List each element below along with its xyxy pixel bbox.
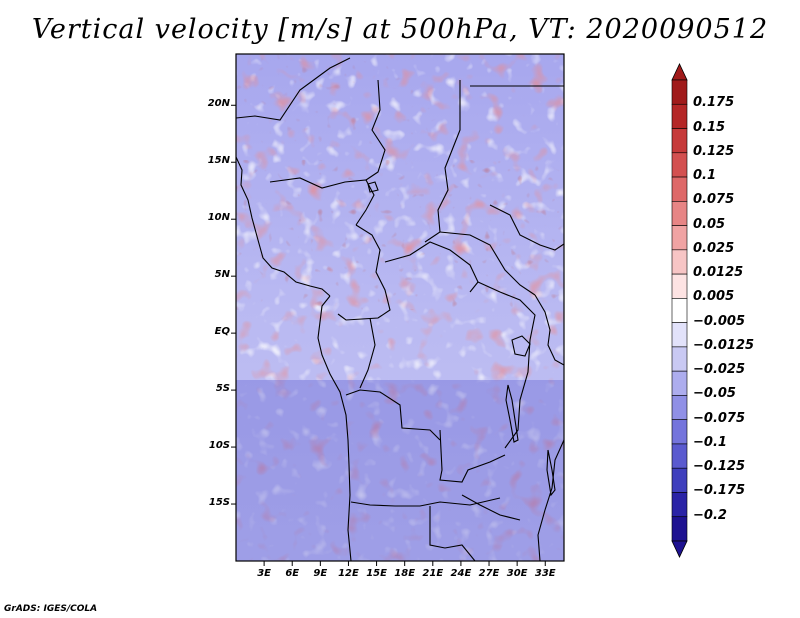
- colorbar-swatch: [671, 201, 688, 226]
- lat-label: 20N: [207, 98, 230, 110]
- colorbar-swatch: [671, 103, 688, 129]
- colorbar-label: −0.05: [693, 386, 736, 402]
- lat-label: 10N: [207, 212, 230, 224]
- lon-label: 15E: [366, 568, 387, 579]
- lat-label: EQ: [214, 326, 230, 338]
- colorbar-label: 0.005: [693, 289, 735, 305]
- colorbar-swatch: [671, 176, 688, 202]
- lon-label: 24E: [450, 568, 472, 579]
- lon-label: 27E: [478, 568, 500, 579]
- lon-label: 33E: [534, 568, 556, 579]
- colorbar-label: −0.075: [693, 410, 746, 426]
- colorbar-swatch: [671, 516, 688, 542]
- colorbar-label: 0.1: [693, 168, 717, 184]
- colorbar-label: 0.0125: [693, 265, 744, 281]
- lon-label: 3E: [257, 568, 271, 579]
- colorbar: [671, 63, 688, 558]
- colorbar-swatch: [671, 249, 688, 275]
- colorbar-swatch: [671, 443, 688, 469]
- lat-label: 5N: [214, 269, 230, 281]
- border-congo: [359, 317, 376, 389]
- colorbar-label: 0.175: [693, 95, 735, 111]
- border-drc-east: [477, 281, 536, 449]
- colorbar-swatch: [671, 152, 688, 178]
- coastline-gulf-of-guinea: [317, 295, 352, 561]
- border-namibia: [350, 497, 501, 507]
- border-ethiopia: [489, 204, 564, 251]
- colorbar-label: 0.15: [693, 119, 726, 135]
- coastline-west-africa: [236, 156, 331, 297]
- colorbar-swatch: [671, 322, 688, 348]
- colorbar-label: −0.0125: [693, 337, 755, 353]
- lon-label: 21E: [422, 568, 444, 579]
- border-libya-chad: [365, 79, 386, 181]
- colorbar-label: 0.05: [693, 216, 726, 232]
- border-sahel: [236, 57, 351, 121]
- credit-text: GrADS: IGES/COLA: [4, 604, 98, 614]
- lat-label: 5S: [215, 383, 230, 395]
- colorbar-label: 0.025: [693, 240, 735, 256]
- colorbar-label: −0.005: [693, 313, 746, 329]
- colorbar-swatch: [671, 346, 688, 372]
- colorbar-swatch: [671, 370, 688, 396]
- colorbar-label: −0.1: [693, 434, 727, 450]
- map-title: Vertical velocity [m/s] at 500hPa, VT: 2…: [31, 14, 769, 45]
- colorbar-swatch: [671, 467, 688, 493]
- colorbar-swatch: [671, 225, 688, 251]
- colorbar-label: −0.125: [693, 459, 746, 475]
- axis-ticks: [231, 104, 546, 566]
- border-botswana: [429, 506, 476, 561]
- lon-label: 6E: [285, 568, 300, 579]
- lon-label: 18E: [394, 568, 416, 579]
- lat-label: 15S: [208, 497, 230, 509]
- colorbar-label: −0.2: [693, 507, 727, 523]
- vertical-velocity-field: [236, 54, 564, 561]
- border-zambia-zimbabwe: [461, 494, 521, 521]
- country-boundaries: [236, 57, 564, 561]
- colorbar-max-arrow: [671, 63, 688, 81]
- colorbar-label: 0.075: [693, 192, 735, 208]
- colorbar-swatch: [671, 273, 688, 299]
- map-frame: [235, 53, 565, 562]
- lon-label: 9E: [313, 568, 328, 579]
- coastline-east-africa: [537, 439, 564, 561]
- colorbar-label: 0.125: [693, 143, 735, 159]
- colorbar-swatch: [671, 79, 688, 105]
- colorbar-swatch: [671, 419, 688, 445]
- colorbar-label: −0.025: [693, 362, 746, 378]
- border-south-sudan: [439, 231, 536, 296]
- colorbar-swatch: [671, 492, 688, 518]
- lon-label: 30E: [506, 568, 528, 579]
- border-niger-nigeria: [269, 177, 375, 226]
- colorbar-min-arrow: [671, 540, 688, 558]
- colorbar-label: −0.175: [693, 483, 746, 499]
- lake-chad: [367, 181, 379, 193]
- colorbar-swatch: [671, 128, 688, 154]
- border-angola-zambia: [439, 429, 506, 483]
- lat-label: 15N: [207, 155, 230, 167]
- lat-label: 10S: [208, 440, 230, 452]
- border-cameroon: [337, 224, 391, 321]
- strong-ascent-zone: [236, 54, 564, 310]
- lake-tanganyika: [505, 384, 519, 443]
- lake-victoria: [511, 335, 531, 357]
- border-angola-north: [345, 389, 441, 441]
- lon-label: 12E: [338, 568, 359, 579]
- border-uganda-kenya: [534, 294, 564, 366]
- colorbar-swatch: [671, 298, 688, 323]
- colorbar-swatch: [671, 395, 688, 420]
- lake-malawi: [546, 449, 556, 497]
